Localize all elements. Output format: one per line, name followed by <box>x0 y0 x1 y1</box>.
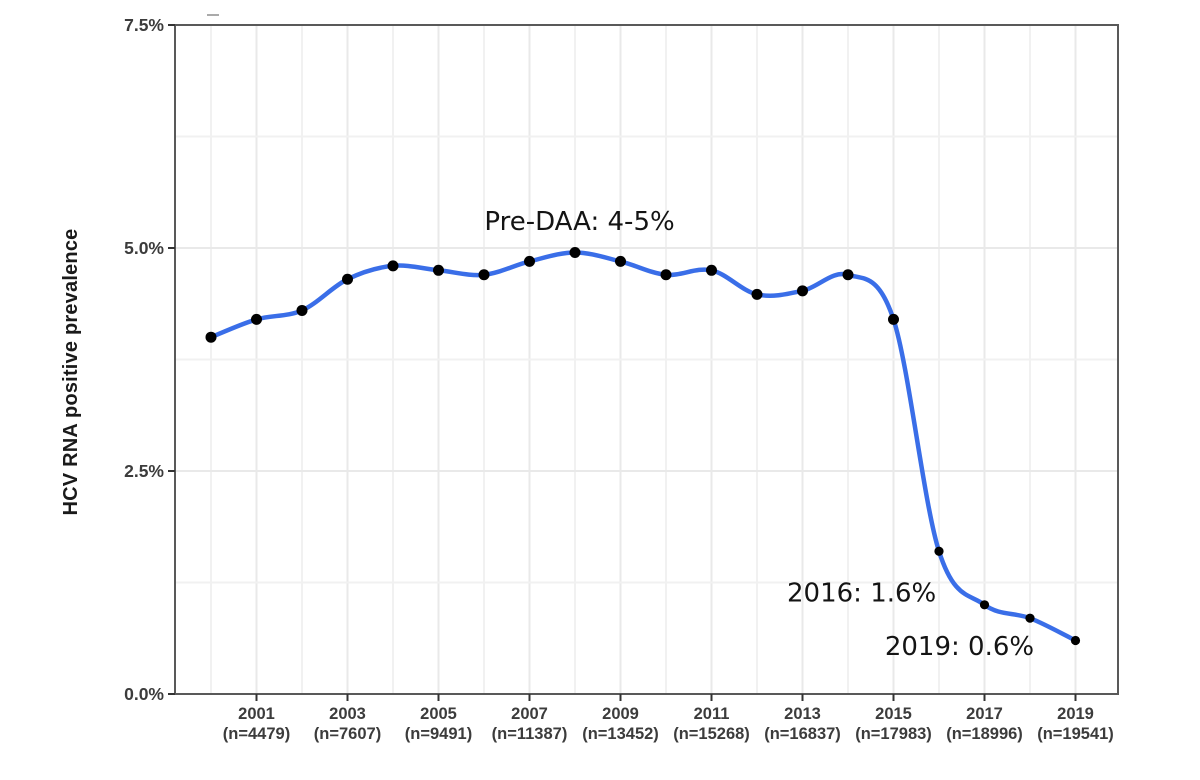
x-tick-year-label: 2007 <box>511 705 548 723</box>
x-tick-n-label: (n=15268) <box>673 725 750 743</box>
x-tick-year-label: 2005 <box>420 705 457 723</box>
annotation-label: Pre-DAA: 4-5% <box>484 207 674 237</box>
x-tick-year-label: 2003 <box>329 705 366 723</box>
annotation-label: 2019: 0.6% <box>885 632 1034 662</box>
y-tick-label: 7.5% <box>124 15 164 35</box>
data-point <box>660 269 672 281</box>
y-tick-label: 2.5% <box>124 461 164 481</box>
data-point <box>1070 635 1081 646</box>
data-point <box>934 546 944 556</box>
y-tick-label: 0.0% <box>124 684 164 704</box>
x-tick-n-label: (n=4479) <box>223 725 290 743</box>
x-tick-year-label: 2019 <box>1057 705 1094 723</box>
x-tick-n-label: (n=16837) <box>764 725 841 743</box>
data-point <box>706 264 717 276</box>
x-tick-year-label: 2001 <box>238 705 275 723</box>
x-tick-n-label: (n=17983) <box>855 725 932 743</box>
data-point <box>478 269 490 281</box>
data-point <box>524 255 535 267</box>
data-point <box>205 331 217 343</box>
y-tick-label: 5.0% <box>124 238 164 258</box>
data-point <box>797 285 808 297</box>
data-point <box>342 273 353 285</box>
x-tick-year-label: 2013 <box>784 705 821 723</box>
x-tick-n-label: (n=19541) <box>1037 725 1114 743</box>
annotation-label: 2016: 1.6% <box>787 578 936 608</box>
data-point <box>296 304 308 316</box>
data-point <box>433 264 444 276</box>
x-tick-year-label: 2009 <box>602 705 639 723</box>
x-tick-n-label: (n=18996) <box>946 725 1023 743</box>
panel-border <box>174 24 1119 695</box>
data-point <box>251 313 262 325</box>
y-axis-title: HCV RNA positive prevalence <box>60 228 82 516</box>
data-point <box>888 313 899 325</box>
x-tick-n-label: (n=9491) <box>405 725 472 743</box>
data-point <box>979 600 990 610</box>
x-tick-year-label: 2011 <box>694 705 730 723</box>
data-point <box>387 260 399 272</box>
x-tick-n-label: (n=11387) <box>492 725 568 743</box>
data-point <box>615 255 626 267</box>
x-tick-n-label: (n=7607) <box>314 725 381 743</box>
data-point <box>842 269 854 281</box>
x-tick-year-label: 2017 <box>966 705 1003 723</box>
x-tick-year-label: 2015 <box>875 705 912 723</box>
data-point <box>751 288 763 300</box>
x-tick-n-label: (n=13452) <box>582 725 659 743</box>
data-point <box>1025 613 1035 623</box>
data-point <box>569 246 581 258</box>
